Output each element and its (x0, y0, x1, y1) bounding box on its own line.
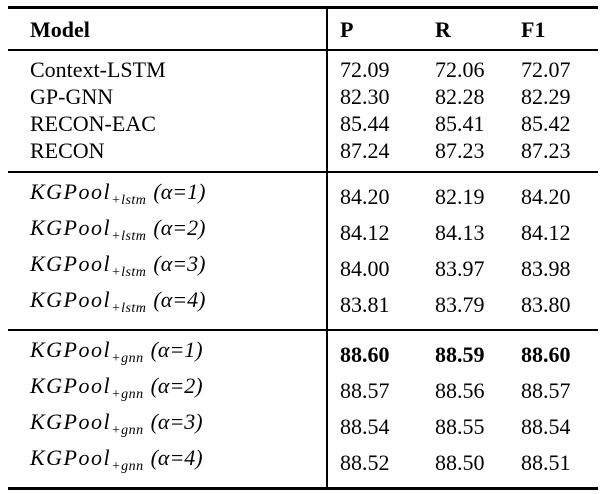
precision-value: 88.57 (326, 372, 425, 408)
model-label: KGPool (30, 409, 112, 434)
f1-value: 88.51 (521, 449, 571, 475)
alpha-config: (α=1) (150, 337, 203, 362)
recall-value: 88.55 (435, 413, 485, 439)
f1-value: 84.12 (521, 219, 571, 245)
precision-value: 84.00 (326, 250, 425, 286)
table-row: KGPool+lstm (α=2) 84.12 84.13 84.12 (8, 214, 598, 250)
table-row: Context-LSTM 72.09 72.06 72.07 (8, 50, 598, 83)
baseline-models-group: Context-LSTM 72.09 72.06 72.07 GP-GNN 82… (8, 50, 598, 172)
results-table: Model P R F1 Context-LSTM 72.09 72.06 72… (8, 6, 598, 490)
f1-value: 82.29 (521, 84, 571, 109)
model-subscript: +lstm (111, 301, 147, 316)
model-name: GP-GNN (8, 83, 327, 110)
kgpool-lstm-group: KGPool+lstm (α=1) 84.20 82.19 84.20 KGPoo… (8, 172, 598, 330)
model-name: KGPool+lstm (α=4) (8, 286, 327, 330)
model-name: KGPool+gnn (α=2) (8, 372, 327, 408)
model-name: KGPool+lstm (α=2) (8, 214, 327, 250)
paper-page: Model P R F1 Context-LSTM 72.09 72.06 72… (0, 6, 606, 494)
col-header-f1: F1 (521, 17, 546, 42)
recall-value: 87.23 (435, 138, 485, 163)
f1-value: 83.80 (521, 291, 571, 317)
col-header-model: Model (30, 17, 90, 42)
f1-value: 72.07 (521, 57, 571, 82)
alpha-config: (α=4) (150, 445, 203, 470)
model-subscript: +gnn (111, 423, 144, 438)
f1-value: 88.54 (521, 413, 571, 439)
alpha-config: (α=3) (150, 409, 203, 434)
table-row: GP-GNN 82.30 82.28 82.29 (8, 83, 598, 110)
model-label: KGPool (30, 445, 112, 470)
model-subscript: +gnn (111, 351, 144, 366)
recall-value: 88.56 (435, 377, 485, 403)
alpha-config: (α=2) (150, 373, 203, 398)
precision-value: 82.30 (326, 83, 425, 110)
model-label: Context-LSTM (30, 57, 166, 82)
alpha-config: (α=1) (153, 179, 206, 204)
recall-value: 82.19 (435, 183, 485, 209)
model-subscript: +lstm (111, 265, 147, 280)
recall-value: 83.79 (435, 291, 485, 317)
precision-value: 83.81 (326, 286, 425, 330)
precision-value: 72.09 (326, 50, 425, 83)
kgpool-gnn-group: KGPool+gnn (α=1) 88.60 88.59 88.60 KGPool… (8, 330, 598, 489)
model-label: GP-GNN (30, 84, 114, 109)
model-label: KGPool (30, 287, 112, 312)
model-name: KGPool+lstm (α=1) (8, 172, 327, 214)
model-name: RECON-EAC (8, 110, 327, 137)
model-label: RECON (30, 138, 105, 163)
table-header: Model P R F1 (8, 7, 598, 50)
precision-value: 84.12 (326, 214, 425, 250)
recall-value: 84.13 (435, 219, 485, 245)
recall-value: 82.28 (435, 84, 485, 109)
f1-value: 83.98 (521, 255, 571, 281)
table-row: KGPool+lstm (α=4) 83.81 83.79 83.80 (8, 286, 598, 330)
table-row: RECON 87.24 87.23 87.23 (8, 137, 598, 172)
table-row-best-score: KGPool+gnn (α=1) 88.60 88.59 88.60 (8, 330, 598, 372)
model-subscript: +lstm (111, 193, 147, 208)
table-row: KGPool+gnn (α=3) 88.54 88.55 88.54 (8, 408, 598, 444)
f1-value: 87.23 (521, 138, 571, 163)
precision-value: 87.24 (326, 137, 425, 172)
recall-value: 83.97 (435, 255, 485, 281)
model-label: KGPool (30, 337, 112, 362)
model-label: KGPool (30, 215, 112, 240)
table-row: KGPool+gnn (α=2) 88.57 88.56 88.57 (8, 372, 598, 408)
table-row: KGPool+gnn (α=4) 88.52 88.50 88.51 (8, 444, 598, 489)
model-name: KGPool+gnn (α=1) (8, 330, 327, 372)
model-subscript: +lstm (111, 229, 147, 244)
table-row: RECON-EAC 85.44 85.41 85.42 (8, 110, 598, 137)
precision-value: 88.60 (326, 330, 425, 372)
f1-value: 85.42 (521, 111, 571, 136)
model-label: KGPool (30, 373, 112, 398)
precision-value: 84.20 (326, 172, 425, 214)
f1-value: 84.20 (521, 183, 571, 209)
table-row: KGPool+lstm (α=1) 84.20 82.19 84.20 (8, 172, 598, 214)
precision-value: 85.44 (326, 110, 425, 137)
model-name: KGPool+gnn (α=4) (8, 444, 327, 489)
model-name: KGPool+lstm (α=3) (8, 250, 327, 286)
model-label: RECON-EAC (30, 111, 156, 136)
model-subscript: +gnn (111, 387, 144, 402)
f1-value: 88.60 (521, 341, 571, 367)
model-name: RECON (8, 137, 327, 172)
model-label: KGPool (30, 179, 112, 204)
table-row: KGPool+lstm (α=3) 84.00 83.97 83.98 (8, 250, 598, 286)
f1-value: 88.57 (521, 377, 571, 403)
model-name: Context-LSTM (8, 50, 327, 83)
recall-value: 88.59 (435, 341, 485, 367)
recall-value: 72.06 (435, 57, 485, 82)
alpha-config: (α=3) (153, 251, 206, 276)
recall-value: 85.41 (435, 111, 485, 136)
model-subscript: +gnn (111, 459, 144, 474)
precision-value: 88.52 (326, 444, 425, 489)
col-header-recall: R (435, 17, 451, 42)
model-label: KGPool (30, 251, 112, 276)
recall-value: 88.50 (435, 449, 485, 475)
col-header-precision: P (326, 7, 425, 50)
header-row: Model P R F1 (8, 7, 598, 50)
alpha-config: (α=2) (153, 215, 206, 240)
precision-value: 88.54 (326, 408, 425, 444)
model-name: KGPool+gnn (α=3) (8, 408, 327, 444)
alpha-config: (α=4) (153, 287, 206, 312)
